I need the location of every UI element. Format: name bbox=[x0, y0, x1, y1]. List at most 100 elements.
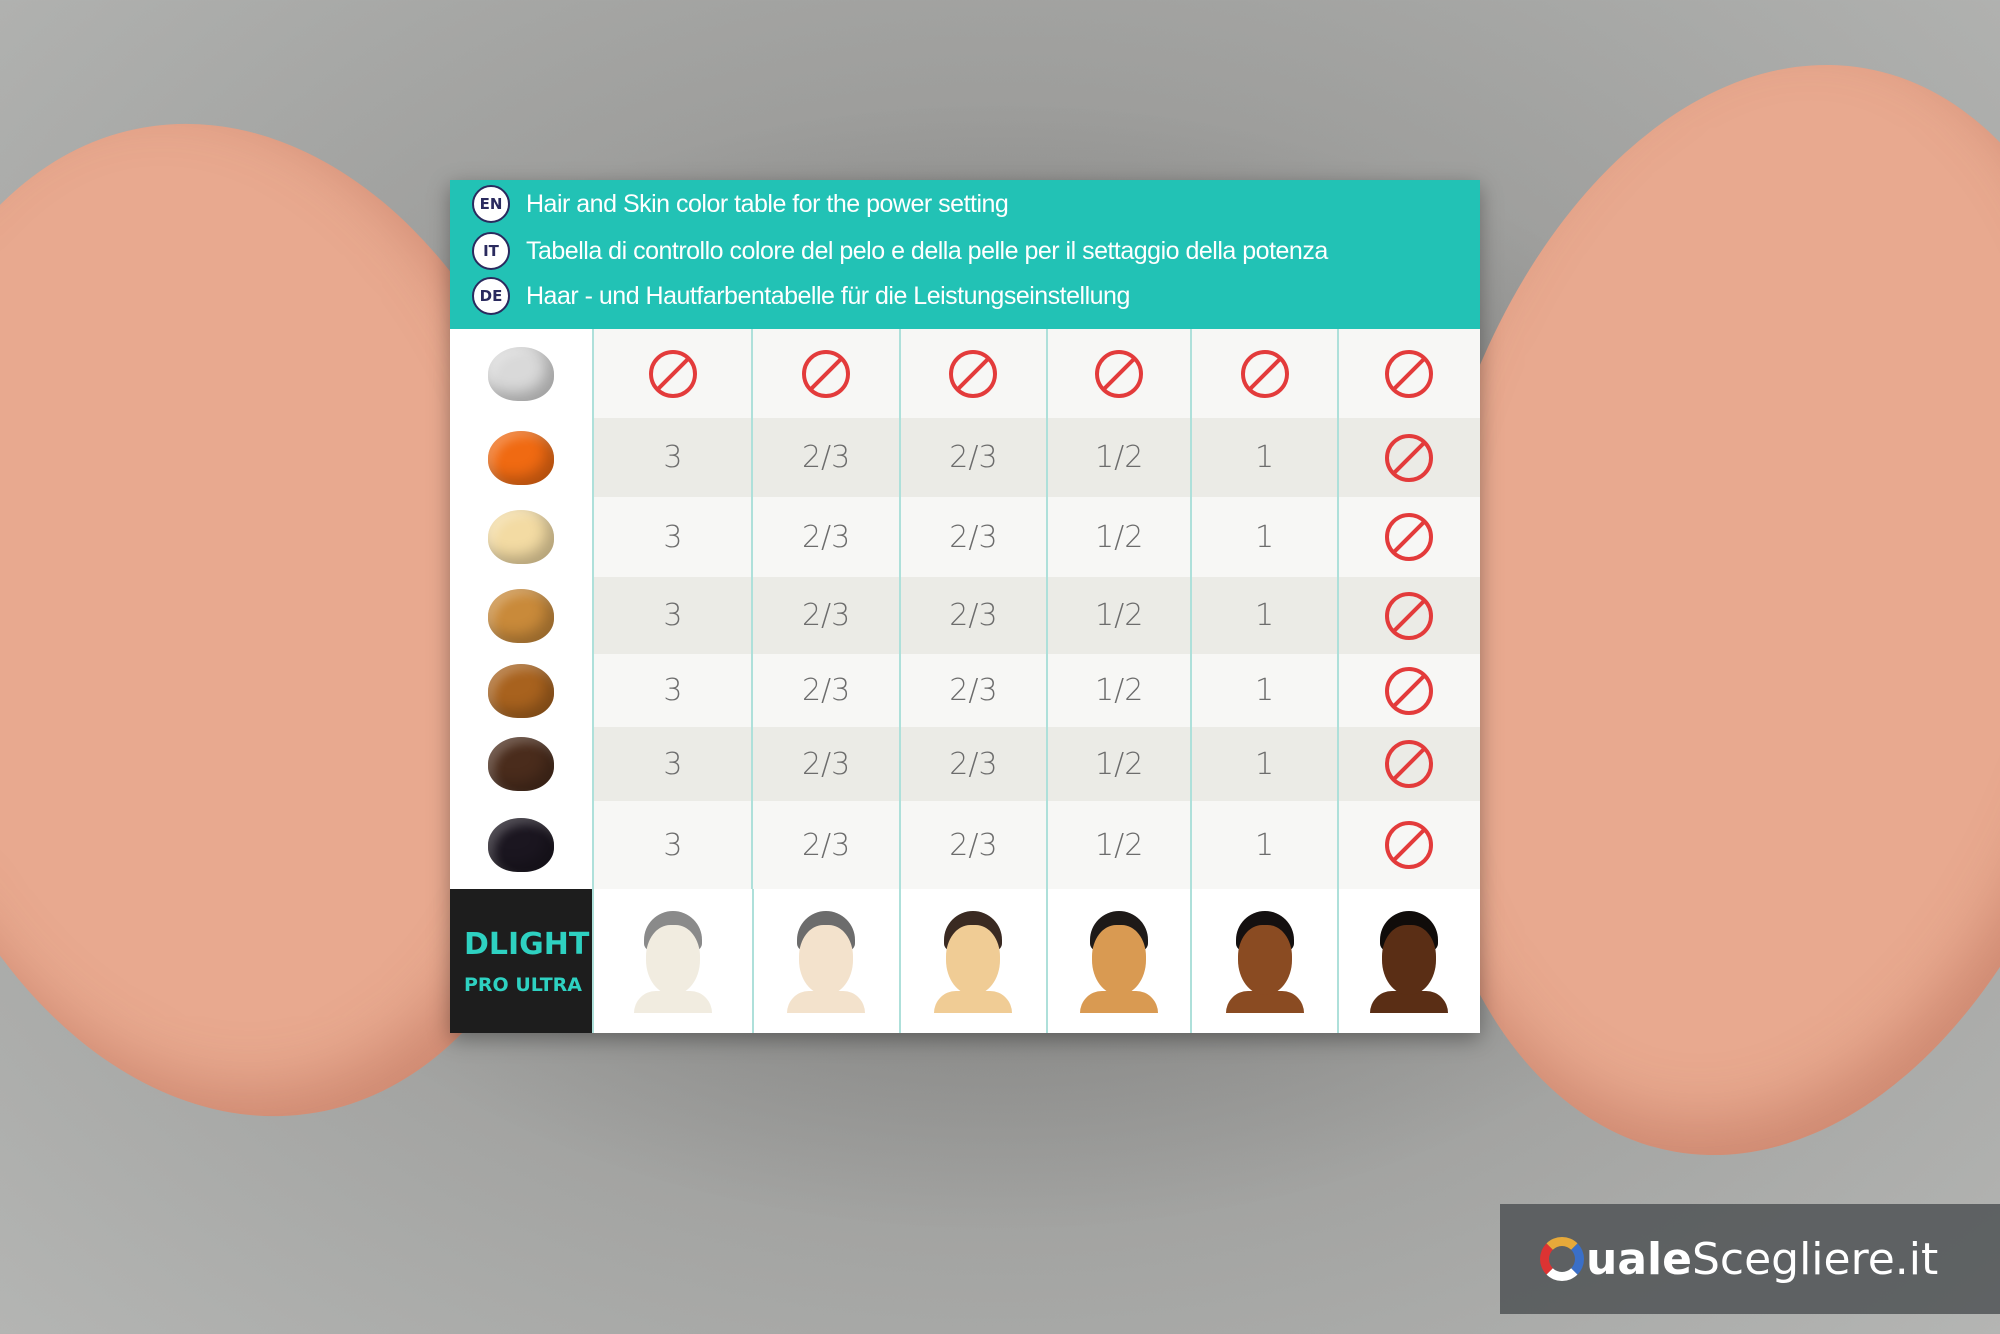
not-allowed-cell bbox=[1046, 329, 1190, 418]
not-allowed-cell bbox=[1336, 329, 1480, 418]
skin-tone-cell bbox=[1190, 889, 1337, 1033]
no-symbol-icon bbox=[1095, 349, 1144, 398]
logo-line2: PRO ULTRA bbox=[464, 973, 583, 996]
face-illustration bbox=[1370, 911, 1449, 1013]
header-line-it: IT Tabella di controllo colore del pelo … bbox=[472, 231, 1328, 271]
power-value: 3 bbox=[592, 801, 751, 889]
not-allowed-cell bbox=[1190, 329, 1336, 418]
skin-tone-cell bbox=[898, 889, 1047, 1033]
power-value: 2/3 bbox=[898, 801, 1046, 889]
color-table-card: EN Hair and Skin color table for the pow… bbox=[450, 180, 1481, 1033]
face-illustration bbox=[634, 911, 713, 1013]
hair-color-cell bbox=[450, 801, 593, 889]
no-symbol-icon bbox=[1240, 349, 1289, 398]
power-value: 2/3 bbox=[898, 418, 1047, 497]
power-value: 1/2 bbox=[1046, 727, 1191, 801]
power-table: 3 2/3 2/3 1/2 1 3 2/3 2/3 1/2 1 3 2/3 2/3 1/2 1 3 2/3 2/3… bbox=[450, 329, 1481, 1033]
watermark-rest: Scegliere.it bbox=[1691, 1233, 1939, 1285]
lang-badge-de: DE bbox=[472, 277, 510, 315]
face-illustration bbox=[787, 911, 866, 1013]
not-allowed-cell bbox=[1336, 497, 1480, 577]
quale-logo-icon bbox=[1540, 1237, 1584, 1281]
table-row bbox=[450, 329, 1480, 418]
skin-tone-cell bbox=[1336, 889, 1481, 1033]
watermark: uale Scegliere.it bbox=[1500, 1204, 2000, 1314]
hair-swatch bbox=[488, 818, 555, 872]
not-allowed-cell bbox=[1336, 801, 1480, 889]
power-value: 1 bbox=[1190, 801, 1336, 889]
no-symbol-icon bbox=[1385, 821, 1434, 869]
power-value: 3 bbox=[592, 497, 751, 577]
hair-swatch bbox=[488, 430, 555, 485]
power-value: 2/3 bbox=[898, 497, 1046, 577]
table-row: 3 2/3 2/3 1/2 1 bbox=[450, 801, 1480, 889]
power-value: 1/2 bbox=[1046, 654, 1190, 727]
face-illustration bbox=[1225, 911, 1304, 1013]
not-allowed-cell bbox=[751, 329, 898, 418]
dlight-logo: DLIGHT PRO ULTRA bbox=[450, 889, 593, 1033]
header-line-de: DE Haar - und Hautfarbentabelle für die … bbox=[472, 276, 1130, 316]
table-row: 3 2/3 2/3 1/2 1 bbox=[450, 727, 1480, 801]
not-allowed-cell bbox=[1336, 418, 1480, 497]
hair-swatch bbox=[488, 588, 555, 643]
hair-color-cell bbox=[450, 418, 593, 497]
power-value: 3 bbox=[592, 727, 752, 801]
no-symbol-icon bbox=[802, 349, 851, 398]
power-value: 1/2 bbox=[1046, 577, 1191, 654]
power-value: 2/3 bbox=[898, 654, 1046, 727]
power-value: 3 bbox=[592, 654, 751, 727]
logo-line1: DLIGHT bbox=[464, 926, 590, 962]
hair-color-cell bbox=[450, 654, 593, 727]
power-value: 3 bbox=[592, 577, 752, 654]
no-symbol-icon bbox=[1385, 666, 1434, 715]
hair-swatch bbox=[488, 510, 555, 564]
power-value: 2/3 bbox=[898, 577, 1047, 654]
no-symbol-icon bbox=[1385, 740, 1434, 788]
not-allowed-cell bbox=[1336, 727, 1480, 801]
power-value: 1/2 bbox=[1046, 418, 1191, 497]
lang-badge-en: EN bbox=[472, 185, 510, 223]
power-value: 2/3 bbox=[751, 727, 899, 801]
table-row: 3 2/3 2/3 1/2 1 bbox=[450, 497, 1480, 577]
no-symbol-icon bbox=[1385, 591, 1434, 640]
skin-tone-row: DLIGHT PRO ULTRA bbox=[450, 889, 1481, 1033]
header-text-it: Tabella di controllo colore del pelo e d… bbox=[526, 236, 1328, 265]
header-text-en: Hair and Skin color table for the power … bbox=[526, 189, 1009, 218]
not-allowed-cell bbox=[898, 329, 1046, 418]
power-value: 1/2 bbox=[1046, 497, 1190, 577]
no-symbol-icon bbox=[949, 349, 998, 398]
watermark-bold: uale bbox=[1586, 1233, 1692, 1285]
hair-color-cell bbox=[450, 329, 593, 418]
face-illustration bbox=[1080, 911, 1159, 1013]
header-text-de: Haar - und Hautfarbentabelle für die Lei… bbox=[526, 281, 1130, 310]
not-allowed-cell bbox=[1336, 577, 1480, 654]
not-allowed-cell bbox=[1336, 654, 1480, 727]
power-value: 1 bbox=[1190, 654, 1336, 727]
power-value: 3 bbox=[592, 418, 752, 497]
face-illustration bbox=[934, 911, 1013, 1013]
no-symbol-icon bbox=[648, 349, 697, 398]
skin-tone-cell bbox=[751, 889, 899, 1033]
power-value: 1 bbox=[1190, 418, 1337, 497]
power-value: 2/3 bbox=[751, 497, 898, 577]
hair-color-cell bbox=[450, 497, 593, 577]
no-symbol-icon bbox=[1385, 349, 1434, 398]
hair-swatch bbox=[488, 737, 555, 791]
power-value: 2/3 bbox=[751, 654, 898, 727]
table-row: 3 2/3 2/3 1/2 1 bbox=[450, 577, 1480, 654]
hair-swatch bbox=[488, 346, 555, 401]
power-value: 2/3 bbox=[751, 418, 899, 497]
power-value: 1 bbox=[1190, 497, 1336, 577]
power-value: 1 bbox=[1190, 577, 1337, 654]
skin-tone-cell bbox=[592, 889, 752, 1033]
power-value: 2/3 bbox=[751, 801, 898, 889]
skin-tone-cell bbox=[1046, 889, 1191, 1033]
header-line-en: EN Hair and Skin color table for the pow… bbox=[472, 184, 1009, 224]
hair-color-cell bbox=[450, 727, 593, 801]
table-row: 3 2/3 2/3 1/2 1 bbox=[450, 654, 1480, 727]
hair-color-cell bbox=[450, 577, 593, 654]
no-symbol-icon bbox=[1385, 513, 1434, 561]
power-value: 2/3 bbox=[898, 727, 1047, 801]
table-row: 3 2/3 2/3 1/2 1 bbox=[450, 418, 1480, 497]
lang-badge-it: IT bbox=[472, 232, 510, 270]
